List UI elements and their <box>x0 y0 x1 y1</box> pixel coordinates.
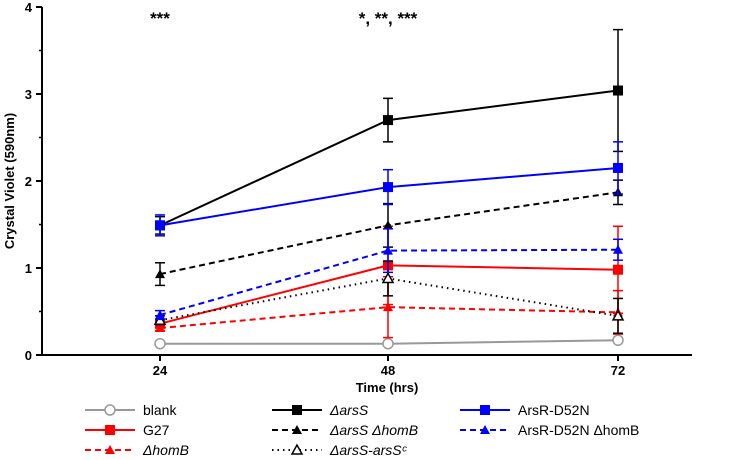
significance-annotations: *** *, **, *** <box>150 9 418 28</box>
y-tick-label: 4 <box>25 0 33 15</box>
legend-item: G27 <box>85 422 170 438</box>
x-tick-label: 72 <box>611 363 625 378</box>
x-axis-title: Time (hrs) <box>356 380 419 395</box>
legend-item: ΔarsS <box>272 402 369 418</box>
data-point <box>155 323 165 333</box>
legend-label: ΔhomB <box>142 442 189 458</box>
series-line <box>159 248 619 316</box>
series-ArsR-D52N ΔhomB <box>155 228 623 321</box>
legend-marker <box>105 425 115 435</box>
legend-item: ΔarsS-arsSᶜ <box>272 442 408 458</box>
data-point <box>383 115 393 126</box>
legend: blank G27 ΔhomB ΔarsS ΔarsS ΔhomB ΔarsS-arsSᶜ… <box>85 402 639 458</box>
legend-marker <box>292 425 302 434</box>
x-tick-label: 24 <box>153 363 168 378</box>
data-point <box>613 85 623 96</box>
legend-label: ΔarsS ΔhomB <box>329 422 418 438</box>
data-point <box>155 309 165 319</box>
legend-item: ΔarsS ΔhomB <box>272 422 418 438</box>
legend-item: blank <box>85 402 177 418</box>
significance-annotation: *, **, *** <box>359 9 418 28</box>
axes: 0 1 2 3 4 24 48 72 Time (hrs) Crystal Violet (590… <box>2 0 692 395</box>
data-point <box>383 302 393 312</box>
data-point <box>383 220 393 230</box>
data-point <box>154 337 166 350</box>
data-point <box>383 182 393 193</box>
y-tick-label: 1 <box>25 261 32 276</box>
legend-marker <box>105 445 115 454</box>
legend-label: ΔarsS-arsSᶜ <box>329 442 408 458</box>
series-layer <box>153 28 625 350</box>
data-point <box>155 269 165 279</box>
data-point <box>383 245 393 255</box>
series-line <box>159 277 619 322</box>
legend-marker <box>290 443 304 455</box>
series-blank <box>154 334 624 350</box>
data-point <box>611 309 625 321</box>
series-line <box>159 166 619 227</box>
legend-marker <box>480 425 490 434</box>
data-point <box>613 162 623 173</box>
data-point <box>613 244 623 254</box>
data-point <box>382 337 394 350</box>
data-point <box>612 334 624 346</box>
data-point <box>155 220 165 231</box>
series-line <box>159 306 619 330</box>
y-tick-label: 2 <box>25 174 32 189</box>
legend-label: ArsR-D52N ΔhomB <box>518 422 639 438</box>
y-axis-title: Crystal Violet (590nm) <box>2 113 17 249</box>
series-ArsR-D52N <box>155 141 623 237</box>
legend-label: blank <box>143 402 177 418</box>
legend-item: ArsR-D52N ΔhomB <box>460 422 639 438</box>
significance-annotation: *** <box>150 9 170 28</box>
legend-marker <box>104 404 116 416</box>
legend-label: ArsR-D52N <box>518 402 590 418</box>
legend-item: ArsR-D52N <box>460 402 590 418</box>
legend-label: ΔarsS <box>329 402 369 418</box>
legend-marker <box>292 405 302 415</box>
data-point <box>613 264 623 275</box>
x-tick-label: 48 <box>381 363 395 378</box>
legend-marker <box>480 405 490 415</box>
data-point <box>381 271 395 284</box>
y-tick-label: 3 <box>25 87 32 102</box>
legend-label: G27 <box>143 422 170 438</box>
series-ΔarsS <box>155 28 623 235</box>
legend-item: ΔhomB <box>85 442 189 458</box>
y-tick-label: 0 <box>25 348 32 363</box>
